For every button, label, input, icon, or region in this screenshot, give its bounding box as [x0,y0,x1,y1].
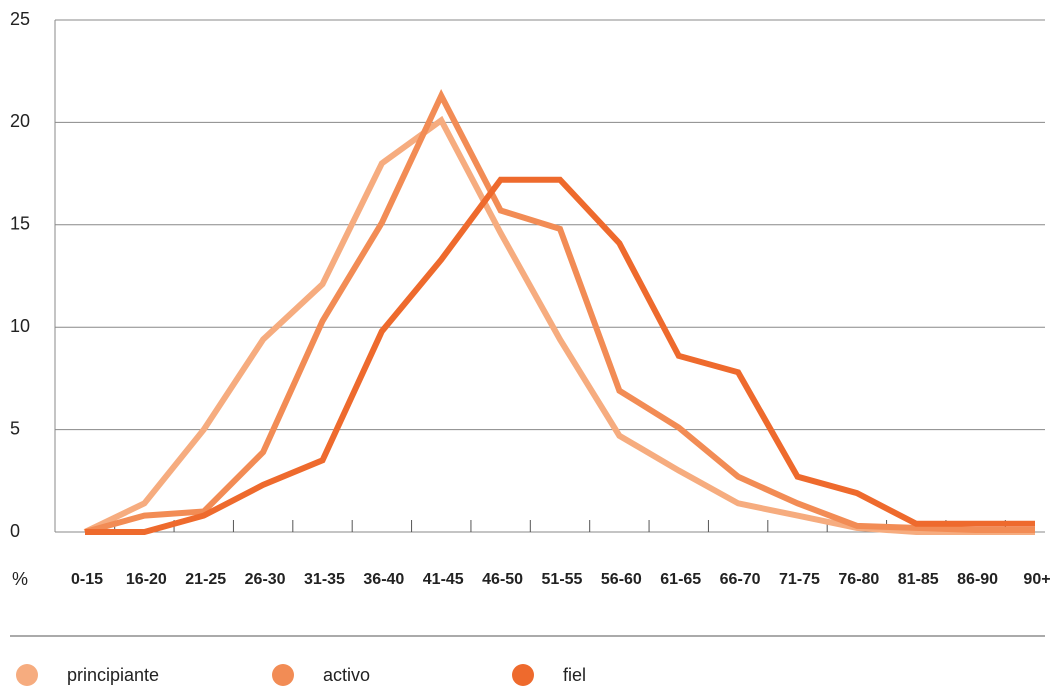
x-tick-label: 16-20 [126,571,167,588]
x-tick-label: 90+ [1023,571,1050,588]
y-tick-label: 0 [10,521,20,541]
x-tick-label: 71-75 [779,571,820,588]
x-tick-label: 51-55 [542,571,583,588]
x-tick-label: 31-35 [304,571,345,588]
legend-swatch [16,664,38,686]
x-tick-label: 36-40 [363,571,404,588]
y-tick-label: 25 [10,9,30,29]
line [84,88,1035,535]
legend-swatch [272,664,294,686]
y-tick-label: 20 [10,111,30,131]
legend-label: fiel [563,665,586,685]
legend-label: activo [323,665,370,685]
x-tick-label: 26-30 [245,571,286,588]
y-tick-label: 5 [10,418,20,438]
x-tick-label: 61-65 [660,571,701,588]
x-tick-label: 41-45 [423,571,464,588]
y-tick-label: 15 [10,214,30,234]
x-tick-label: 46-50 [482,571,523,588]
y-tick-label: 10 [10,316,30,336]
x-tick-label: 21-25 [185,571,226,588]
x-tick-label: 81-85 [898,571,939,588]
x-tick-label: 0-15 [71,571,103,588]
legend-swatch [512,664,534,686]
x-tick-label: 86-90 [957,571,998,588]
x-tick-label: 56-60 [601,571,642,588]
x-tick-label: 66-70 [720,571,761,588]
y-unit-label: % [12,569,28,589]
line [85,176,1035,535]
x-tick-label: 76-80 [838,571,879,588]
legend-label: principiante [67,665,159,685]
